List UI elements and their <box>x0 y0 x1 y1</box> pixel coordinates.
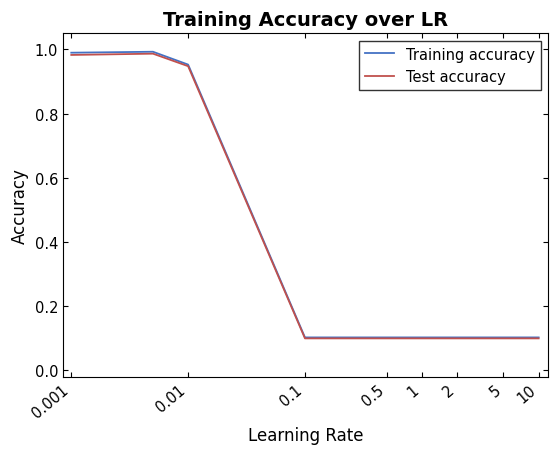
Test accuracy <box>419 336 425 341</box>
Training accuracy <box>500 335 507 340</box>
Training accuracy <box>68 51 75 56</box>
Test accuracy <box>500 336 507 341</box>
Test accuracy <box>453 336 460 341</box>
Test accuracy <box>383 336 390 341</box>
Test accuracy <box>150 52 157 57</box>
Training accuracy <box>453 335 460 340</box>
Title: Training Accuracy over LR: Training Accuracy over LR <box>163 11 448 30</box>
Test accuracy <box>68 53 75 59</box>
Y-axis label: Accuracy: Accuracy <box>11 168 29 243</box>
Line: Training accuracy: Training accuracy <box>72 53 539 338</box>
Test accuracy <box>185 64 192 70</box>
Test accuracy <box>536 336 542 341</box>
Training accuracy <box>536 335 542 340</box>
Legend: Training accuracy, Test accuracy: Training accuracy, Test accuracy <box>359 42 541 91</box>
Training accuracy <box>185 63 192 68</box>
Training accuracy <box>150 50 157 56</box>
X-axis label: Learning Rate: Learning Rate <box>248 426 363 444</box>
Training accuracy <box>419 335 425 340</box>
Line: Test accuracy: Test accuracy <box>72 55 539 339</box>
Training accuracy <box>302 335 309 340</box>
Test accuracy <box>302 336 309 341</box>
Training accuracy <box>383 335 390 340</box>
